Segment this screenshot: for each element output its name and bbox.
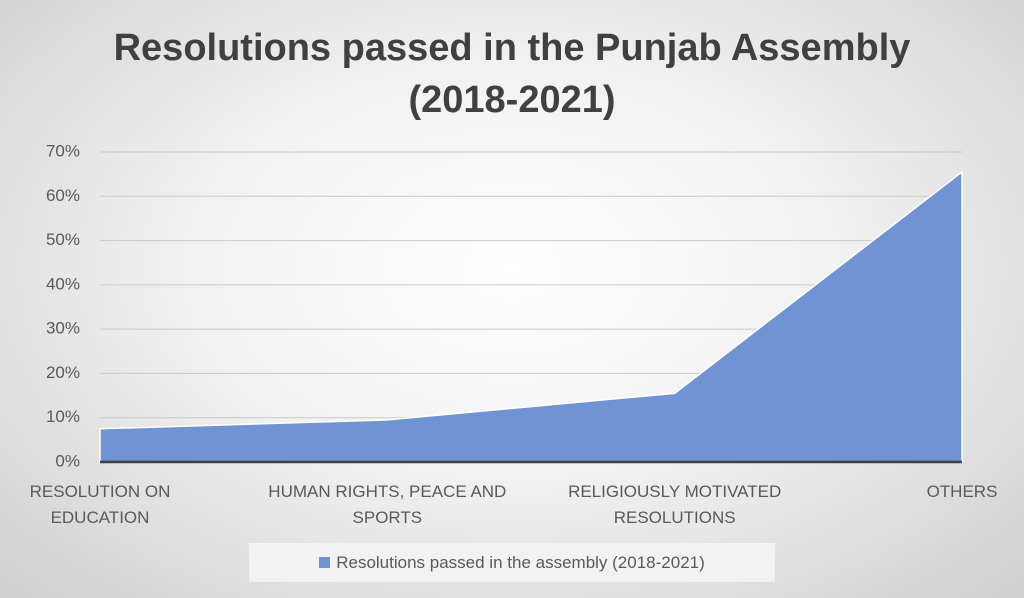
y-tick-label: 60% <box>46 186 80 205</box>
legend-swatch <box>319 557 331 568</box>
y-tick-label: 0% <box>55 451 80 470</box>
x-tick-label: HUMAN RIGHTS, PEACE AND SPORTS <box>268 482 507 527</box>
y-tick-label: 20% <box>46 363 80 382</box>
y-tick-label: 30% <box>46 319 80 338</box>
x-tick-label: RELIGIOUSLY MOTIVATED RESOLUTIONS <box>568 482 782 527</box>
area <box>99 170 963 463</box>
chart-title: Resolutions passed in the Punjab Assembl… <box>113 27 911 121</box>
y-tick-label: 70% <box>46 141 80 160</box>
y-tick-label: 40% <box>46 274 80 293</box>
y-tick-label: 10% <box>46 407 80 426</box>
legend-label: Resolutions passed in the assembly (2018… <box>336 552 705 572</box>
y-tick-label: 50% <box>46 230 80 249</box>
x-tick-label: RESOLUTION ON EDUCATION <box>29 482 171 527</box>
x-tick-label: OTHERS <box>926 482 998 501</box>
legend: Resolutions passed in the assembly (2018… <box>249 543 775 582</box>
